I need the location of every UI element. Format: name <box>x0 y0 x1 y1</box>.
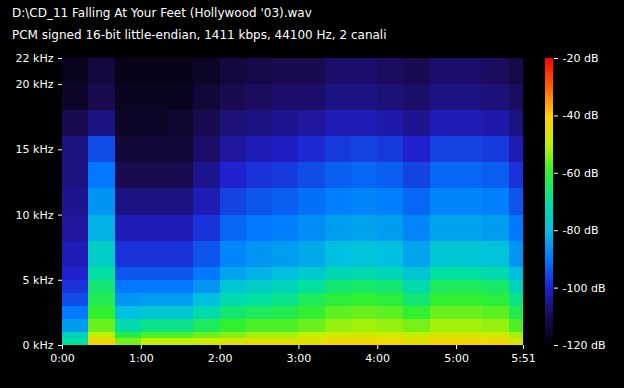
svg-text:0 kHz: 0 kHz <box>23 339 54 352</box>
html-text:D:\CD_11 Falling At Your Feet: D:\CD_11 Falling At Your Feet (Hollywood… <box>12 6 312 20</box>
svg-text:0:00: 0:00 <box>50 352 75 365</box>
html-text:PCM signed 16-bit little-endia: PCM signed 16-bit little-endian, 1411 kb… <box>12 28 387 42</box>
svg-text:-80 dB: -80 dB <box>563 224 599 237</box>
svg-text:-40 dB: -40 dB <box>563 109 599 122</box>
svg-text:22 kHz: 22 kHz <box>16 52 54 65</box>
svg-text:-120 dB: -120 dB <box>563 339 606 352</box>
svg-text:15 kHz: 15 kHz <box>16 143 54 156</box>
svg-text:3:00: 3:00 <box>287 352 312 365</box>
svg-text:-20 dB: -20 dB <box>563 52 599 65</box>
svg-text:1:00: 1:00 <box>129 352 154 365</box>
svg-text:4:00: 4:00 <box>365 352 390 365</box>
svg-text:-60 dB: -60 dB <box>563 167 599 180</box>
svg-text:5:00: 5:00 <box>444 352 469 365</box>
svg-text:10 kHz: 10 kHz <box>16 209 54 222</box>
svg-text:-100 dB: -100 dB <box>563 282 606 295</box>
svg-text:5 kHz: 5 kHz <box>23 274 54 287</box>
svg-text:2:00: 2:00 <box>208 352 233 365</box>
svg-text:20 kHz: 20 kHz <box>16 78 54 91</box>
svg-text:5:51: 5:51 <box>511 352 536 365</box>
